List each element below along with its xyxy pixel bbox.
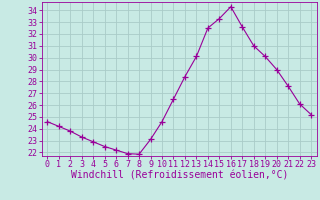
X-axis label: Windchill (Refroidissement éolien,°C): Windchill (Refroidissement éolien,°C) [70, 171, 288, 181]
